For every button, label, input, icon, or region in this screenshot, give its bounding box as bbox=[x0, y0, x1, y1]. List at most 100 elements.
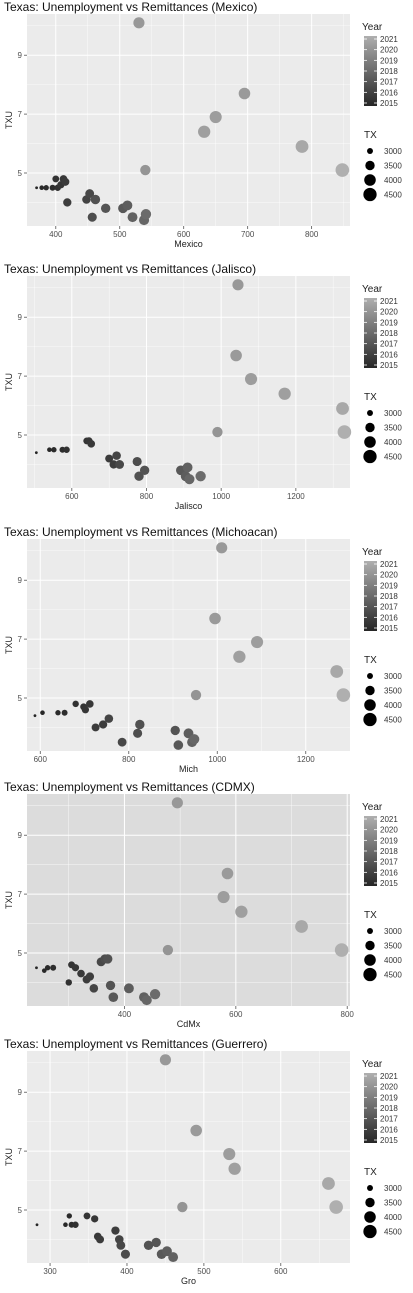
tx-legend-key bbox=[365, 1197, 375, 1208]
year-legend-label: 2016 bbox=[380, 1125, 398, 1134]
y-tick-label: 7 bbox=[18, 890, 23, 899]
y-tick-label: 7 bbox=[18, 635, 23, 644]
data-point-13 bbox=[134, 471, 144, 481]
data-point-0 bbox=[35, 1223, 39, 1227]
data-point-2 bbox=[55, 710, 61, 716]
data-point-2 bbox=[66, 1213, 72, 1219]
tx-legend-key bbox=[367, 673, 373, 679]
tx-legend-key bbox=[364, 699, 376, 711]
data-point-13 bbox=[90, 194, 101, 205]
chart-2: Texas: Unemployment vs Remittances (Mich… bbox=[4, 525, 402, 774]
chart-title: Texas: Unemployment vs Remittances (Mexi… bbox=[4, 0, 257, 14]
year-legend-label: 2020 bbox=[380, 571, 398, 580]
chart-title: Texas: Unemployment vs Remittances (Mich… bbox=[4, 525, 277, 539]
year-legend-label: 2020 bbox=[380, 826, 398, 835]
data-point-3 bbox=[49, 184, 56, 191]
data-point-22 bbox=[221, 867, 234, 880]
data-point-4 bbox=[52, 175, 60, 183]
x-tick-label: 600 bbox=[34, 755, 48, 764]
data-point-11 bbox=[115, 460, 125, 469]
y-axis-label: TXU bbox=[4, 373, 14, 391]
year-legend-label: 2017 bbox=[380, 78, 398, 87]
x-axis-label: Gro bbox=[181, 1276, 196, 1286]
plot-panel bbox=[27, 276, 350, 488]
y-axis-label: TXU bbox=[4, 111, 14, 129]
data-point-19 bbox=[190, 689, 202, 701]
data-point-12 bbox=[87, 212, 97, 222]
chart-title: Texas: Unemployment vs Remittances (CDMX… bbox=[4, 780, 255, 794]
data-point-4 bbox=[72, 700, 79, 708]
data-point-12 bbox=[133, 728, 143, 738]
data-point-19 bbox=[140, 209, 152, 220]
data-point-10 bbox=[89, 984, 99, 993]
data-point-1 bbox=[47, 447, 52, 453]
x-axis-label: CdMx bbox=[177, 1019, 201, 1029]
data-point-10 bbox=[112, 451, 121, 460]
data-point-13 bbox=[135, 719, 145, 730]
x-tick-label: 1200 bbox=[287, 492, 305, 501]
plot-panel bbox=[27, 1051, 350, 1263]
tx-legend: TX 3000 3500 4000 4500 bbox=[363, 910, 402, 982]
tx-legend-title: TX bbox=[364, 392, 377, 403]
chart-0: Texas: Unemployment vs Remittances (Mexi… bbox=[4, 0, 402, 249]
data-point-13 bbox=[143, 1240, 154, 1251]
x-axis-label: Mich bbox=[179, 764, 198, 774]
data-point-1 bbox=[40, 710, 45, 716]
y-axis-label: TXU bbox=[4, 891, 14, 909]
tx-legend-label: 4500 bbox=[384, 1228, 402, 1237]
tx-legend-label: 3500 bbox=[384, 942, 402, 951]
data-point-12 bbox=[132, 456, 142, 467]
tx-legend-label: 3000 bbox=[384, 672, 402, 681]
data-point-10 bbox=[104, 714, 114, 723]
data-point-7 bbox=[86, 700, 94, 708]
year-legend-title: Year bbox=[362, 284, 383, 295]
tx-legend-key bbox=[364, 174, 376, 186]
data-point-9 bbox=[111, 1226, 120, 1235]
data-point-17 bbox=[127, 212, 138, 223]
data-point-16 bbox=[162, 1246, 172, 1257]
x-tick-label: 400 bbox=[118, 1010, 132, 1019]
data-point-6 bbox=[81, 706, 90, 714]
year-legend-title: Year bbox=[362, 802, 383, 813]
data-point-14 bbox=[105, 980, 116, 991]
y-tick-label: 5 bbox=[18, 169, 23, 178]
x-tick-label: 800 bbox=[140, 492, 154, 501]
data-point-19 bbox=[159, 1054, 172, 1066]
x-tick-label: 600 bbox=[65, 492, 79, 501]
tx-legend-label: 4000 bbox=[384, 1213, 402, 1222]
y-tick-label: 9 bbox=[18, 576, 23, 585]
tx-legend-key bbox=[367, 148, 373, 154]
x-tick-label: 600 bbox=[229, 1010, 243, 1019]
data-point-1 bbox=[63, 1222, 68, 1228]
data-point-18 bbox=[184, 474, 195, 485]
data-point-17 bbox=[182, 462, 193, 473]
y-tick-label: 9 bbox=[18, 51, 23, 60]
tx-legend: TX 3000 3500 4000 4500 bbox=[363, 392, 402, 464]
data-point-9 bbox=[63, 198, 72, 207]
plot-panel bbox=[27, 794, 350, 1006]
data-point-17 bbox=[168, 1252, 179, 1263]
data-point-19 bbox=[149, 989, 161, 1000]
y-tick-label: 9 bbox=[18, 1088, 23, 1097]
data-point-25 bbox=[295, 920, 308, 933]
data-point-26 bbox=[335, 163, 350, 177]
tx-legend-key bbox=[363, 1224, 377, 1239]
data-point-11 bbox=[117, 737, 127, 747]
tx-legend: TX 3000 3500 4000 4500 bbox=[363, 1167, 402, 1239]
x-tick-label: 800 bbox=[122, 755, 136, 764]
tx-legend-key bbox=[364, 954, 376, 966]
data-point-2 bbox=[43, 185, 49, 191]
year-colorbar bbox=[364, 298, 377, 368]
data-point-26 bbox=[337, 425, 352, 439]
data-point-18 bbox=[141, 995, 152, 1006]
tx-legend-label: 4000 bbox=[384, 176, 402, 185]
data-point-23 bbox=[233, 650, 246, 663]
data-point-21 bbox=[223, 1148, 236, 1161]
data-point-19 bbox=[195, 471, 206, 482]
year-legend-label: 2021 bbox=[380, 560, 398, 569]
data-point-0 bbox=[34, 451, 38, 455]
x-tick-label: 1000 bbox=[212, 492, 230, 501]
data-point-22 bbox=[228, 1162, 241, 1175]
